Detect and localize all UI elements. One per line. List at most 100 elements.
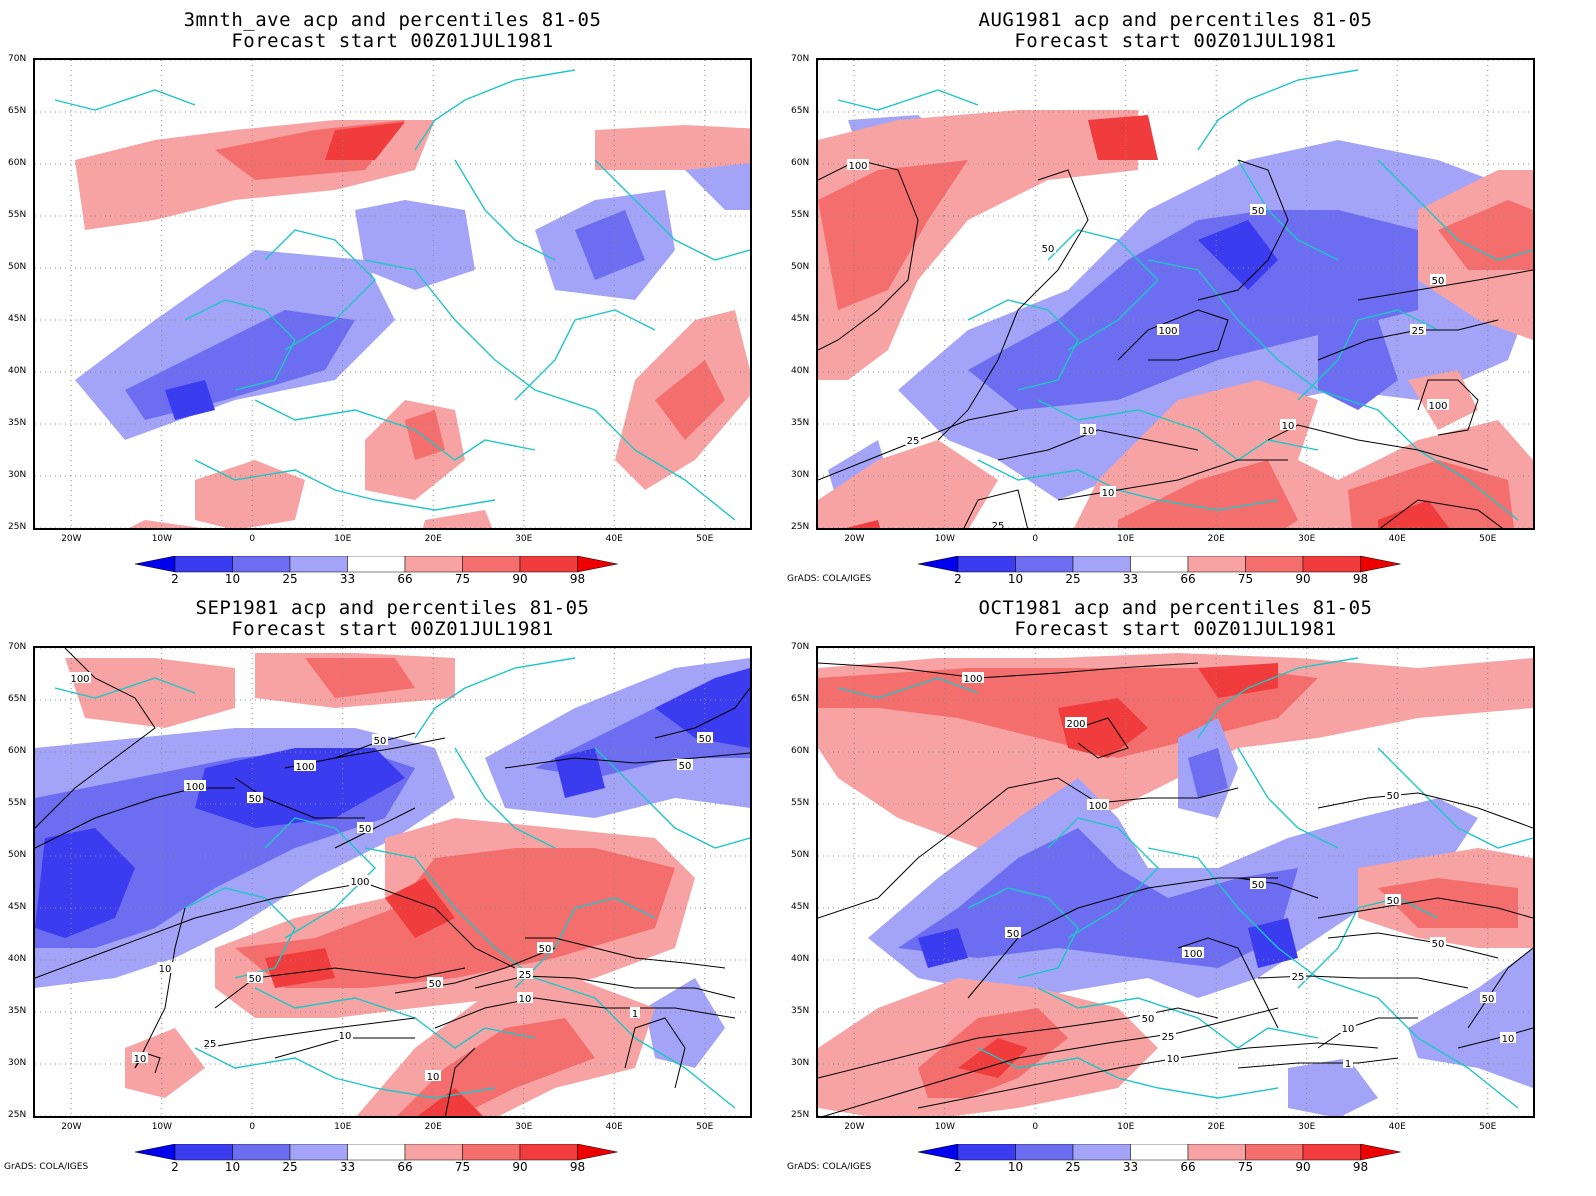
latitude-label: 40N bbox=[8, 366, 27, 376]
colorbar-label: 98 bbox=[569, 1160, 586, 1174]
latitude-label: 55N bbox=[8, 210, 27, 220]
colorbar-arrow-right bbox=[577, 1143, 618, 1161]
longitude-label: 30E bbox=[515, 534, 533, 544]
latitude-label: 45N bbox=[8, 902, 27, 912]
coastline bbox=[1147, 847, 1519, 1109]
contour-line bbox=[444, 1047, 476, 1116]
contour-label: 100 bbox=[1183, 949, 1202, 960]
colorbar-arrow-right bbox=[577, 555, 618, 573]
percentile-shading bbox=[898, 828, 1298, 968]
contour-line bbox=[967, 877, 1278, 999]
coastline bbox=[254, 399, 536, 461]
contour-label: 100 bbox=[1158, 326, 1177, 337]
contour-line bbox=[134, 907, 186, 1069]
colorbar-segment bbox=[1130, 555, 1189, 573]
grads-credit: GrADS: COLA/IGES bbox=[787, 1162, 872, 1172]
percentile-shading bbox=[645, 978, 725, 1068]
latitude-label: 50N bbox=[8, 850, 27, 860]
contour-label-bg bbox=[677, 759, 693, 770]
map-plot-area bbox=[33, 58, 752, 530]
longitude-label: 30E bbox=[1298, 1122, 1316, 1132]
percentile-shading bbox=[1198, 220, 1278, 290]
colorbar-segment bbox=[1302, 1143, 1361, 1161]
longitude-label: 20E bbox=[1207, 534, 1225, 544]
contour-label: 100 bbox=[70, 674, 89, 685]
contour-label-bg bbox=[357, 822, 373, 833]
contour-label-bg bbox=[1165, 1052, 1181, 1063]
contour-label-bg bbox=[1480, 992, 1496, 1003]
percentile-shading bbox=[1348, 460, 1514, 528]
contour-line bbox=[504, 752, 750, 769]
coastline bbox=[594, 159, 750, 261]
map-panel-1: 3mnth_ave acp and percentiles 81-05 Forec… bbox=[0, 0, 783, 588]
contour-label-bg bbox=[1160, 1030, 1176, 1041]
latitude-label: 40N bbox=[8, 954, 27, 964]
percentile-shading bbox=[1118, 460, 1298, 528]
longitude-label: 0 bbox=[249, 1122, 256, 1132]
contour-line bbox=[1467, 947, 1533, 1029]
latitude-label: 70N bbox=[8, 642, 27, 652]
percentile-shading bbox=[655, 360, 725, 440]
coastline bbox=[184, 299, 296, 391]
longitude-label: 40E bbox=[605, 534, 623, 544]
contour-label-bg bbox=[1280, 419, 1296, 430]
colorbar-segment bbox=[1072, 555, 1131, 573]
contour-label-bg bbox=[517, 968, 533, 979]
longitude-label: 20E bbox=[424, 1122, 442, 1132]
longitude-label: 10E bbox=[334, 1122, 352, 1132]
longitude-label: 10E bbox=[334, 534, 352, 544]
contour-line bbox=[654, 687, 750, 739]
latitude-label: 35N bbox=[791, 418, 810, 428]
contour-label: 10 bbox=[1167, 1054, 1180, 1065]
longitude-label: 10E bbox=[1117, 534, 1135, 544]
contour-label: 10 bbox=[1342, 1024, 1355, 1035]
percentile-shading bbox=[417, 1088, 483, 1116]
contour-label: 10 bbox=[1502, 1034, 1515, 1045]
colorbar-segment bbox=[519, 1143, 578, 1161]
contour-label: 10 bbox=[1102, 488, 1115, 499]
colorbar-label: 98 bbox=[1352, 572, 1369, 586]
contour-label-bg bbox=[247, 972, 263, 983]
colorbar-label: 10 bbox=[1007, 572, 1024, 586]
percentile-shading bbox=[65, 658, 235, 728]
latitude-label: 25N bbox=[791, 1110, 810, 1120]
map-svg bbox=[35, 60, 750, 528]
latitude-label: 35N bbox=[8, 1006, 27, 1016]
coastline bbox=[1377, 747, 1533, 849]
latitude-label: 45N bbox=[791, 314, 810, 324]
percentile-shading bbox=[958, 1038, 1028, 1078]
contour-label-bg bbox=[1140, 1012, 1156, 1023]
coastline bbox=[514, 897, 656, 989]
percentile-shading bbox=[1188, 748, 1228, 798]
longitude-label: 30E bbox=[1298, 534, 1316, 544]
latitude-label: 25N bbox=[791, 522, 810, 532]
contour-label: 10 bbox=[1282, 421, 1295, 432]
contour-label: 50 bbox=[1042, 244, 1055, 255]
percentile-shading bbox=[195, 748, 405, 828]
longitude-label: 10W bbox=[934, 1122, 956, 1132]
map-panel-3: SEP1981 acp and percentiles 81-05 Forecas… bbox=[0, 588, 783, 1176]
contour-label-bg bbox=[517, 992, 533, 1003]
contour-line bbox=[1237, 1057, 1399, 1069]
contour-label: 50 bbox=[1007, 929, 1020, 940]
contour-label-bg bbox=[425, 1070, 441, 1081]
colorbar-label: 2 bbox=[171, 1160, 179, 1174]
latitude-label: 65N bbox=[791, 106, 810, 116]
coastline bbox=[1047, 817, 1159, 939]
contour-line bbox=[822, 1007, 1279, 1116]
longitude-label: 20E bbox=[424, 534, 442, 544]
latitude-label: 30N bbox=[8, 1058, 27, 1068]
latitude-label: 25N bbox=[8, 522, 27, 532]
colorbar-segment bbox=[404, 555, 463, 573]
colorbar-arrow-left bbox=[134, 1143, 176, 1161]
colorbar-segment bbox=[174, 555, 233, 573]
percentile-shading bbox=[918, 928, 968, 968]
contour-label-bg bbox=[630, 1007, 640, 1018]
percentile-shading bbox=[555, 748, 605, 798]
contour-label: 50 bbox=[359, 824, 372, 835]
latitude-label: 60N bbox=[791, 746, 810, 756]
contour-line bbox=[818, 1007, 1219, 1079]
contour-line bbox=[394, 947, 556, 994]
percentile-shading bbox=[655, 668, 750, 748]
contour-label-bg bbox=[990, 519, 1006, 528]
